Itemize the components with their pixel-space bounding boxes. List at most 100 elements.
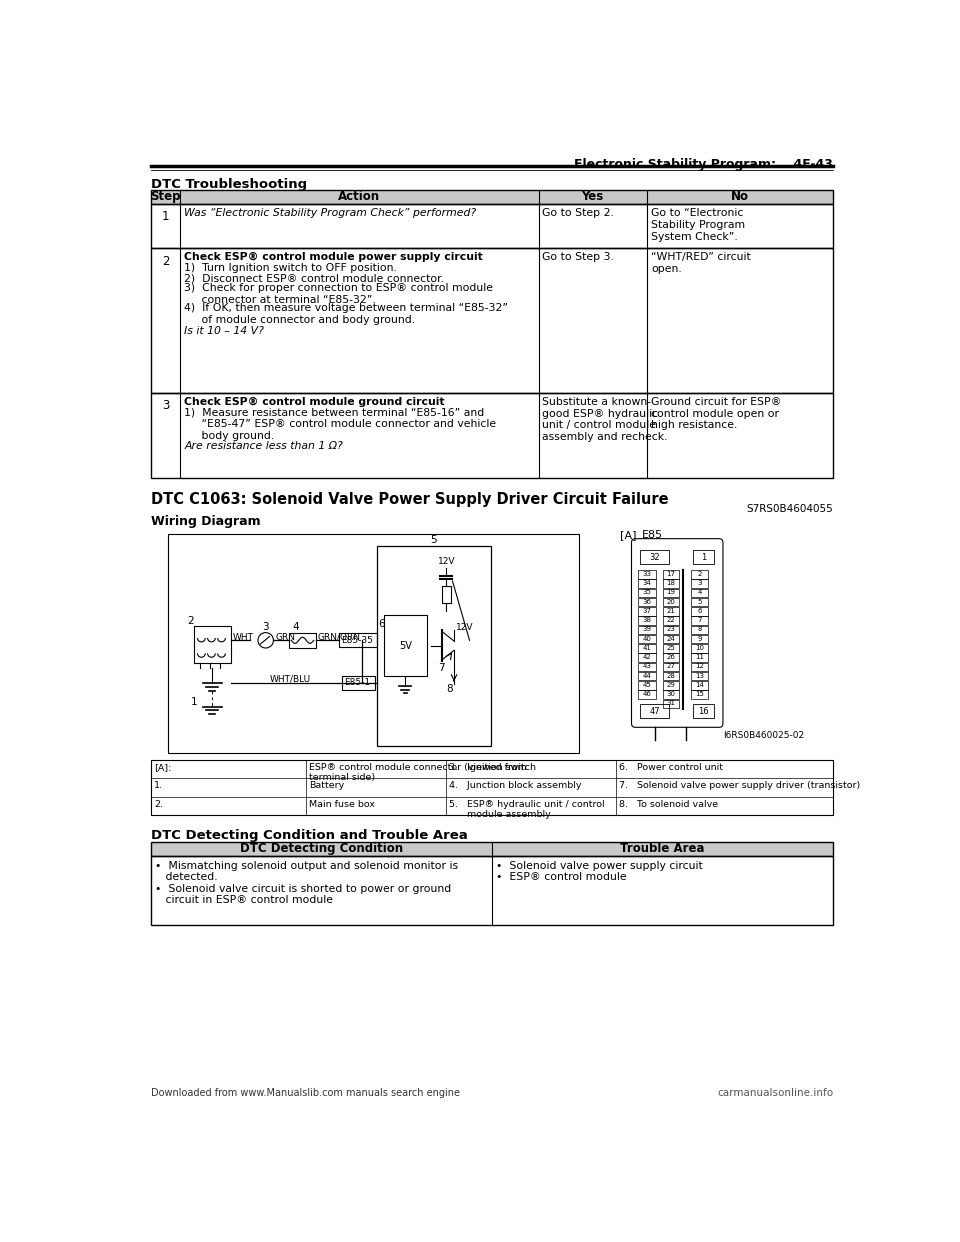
Bar bbox=[638, 589, 656, 597]
Text: carmanualsonline.info: carmanualsonline.info bbox=[717, 1088, 833, 1098]
Text: [A]:: [A]: bbox=[155, 763, 172, 771]
Bar bbox=[691, 691, 708, 699]
Bar bbox=[663, 607, 679, 616]
Text: 3: 3 bbox=[162, 399, 169, 412]
Bar bbox=[638, 616, 656, 625]
Bar bbox=[638, 672, 656, 681]
Bar bbox=[640, 550, 669, 564]
Text: •  Solenoid valve power supply circuit
•  ESP® control module: • Solenoid valve power supply circuit • … bbox=[496, 861, 703, 882]
Text: 17: 17 bbox=[666, 571, 676, 578]
Text: E85-1: E85-1 bbox=[344, 678, 371, 687]
Bar bbox=[638, 645, 656, 652]
Text: 47: 47 bbox=[649, 707, 660, 715]
Text: Go to Step 2.: Go to Step 2. bbox=[542, 209, 614, 219]
Bar bbox=[151, 204, 833, 248]
Text: Trouble Area: Trouble Area bbox=[620, 842, 705, 856]
Text: 1.: 1. bbox=[155, 781, 163, 790]
Bar bbox=[638, 580, 656, 587]
Text: Action: Action bbox=[339, 190, 380, 204]
Bar bbox=[339, 633, 376, 647]
Text: 2.: 2. bbox=[155, 800, 163, 809]
Text: 5: 5 bbox=[698, 599, 702, 605]
Text: Electronic Stability Program:    4F-43: Electronic Stability Program: 4F-43 bbox=[574, 158, 833, 171]
Bar bbox=[691, 645, 708, 652]
Text: 6: 6 bbox=[378, 619, 385, 628]
Bar bbox=[663, 589, 679, 597]
Bar bbox=[663, 645, 679, 652]
Text: 30: 30 bbox=[666, 691, 676, 697]
Text: Was “Electronic Stability Program Check” performed?: Was “Electronic Stability Program Check”… bbox=[184, 209, 476, 219]
Text: 3: 3 bbox=[698, 580, 702, 586]
Bar bbox=[663, 616, 679, 625]
Text: Main fuse box: Main fuse box bbox=[309, 800, 375, 809]
Text: 8: 8 bbox=[446, 684, 453, 694]
Text: 12: 12 bbox=[695, 663, 704, 669]
Text: 33: 33 bbox=[642, 571, 652, 578]
Text: 6: 6 bbox=[698, 609, 702, 614]
Text: 39: 39 bbox=[642, 626, 652, 632]
Bar bbox=[343, 676, 375, 689]
Text: 41: 41 bbox=[642, 645, 652, 651]
Bar bbox=[663, 635, 679, 643]
Bar bbox=[638, 635, 656, 643]
Text: 26: 26 bbox=[666, 655, 676, 661]
Bar bbox=[151, 248, 833, 394]
Bar bbox=[442, 586, 451, 604]
Text: 3: 3 bbox=[262, 622, 269, 632]
Text: 38: 38 bbox=[642, 617, 652, 623]
Text: 40: 40 bbox=[642, 636, 652, 642]
Text: 36: 36 bbox=[642, 599, 652, 605]
Text: 4.   Junction block assembly: 4. Junction block assembly bbox=[448, 781, 581, 790]
FancyBboxPatch shape bbox=[632, 539, 723, 728]
Bar bbox=[638, 681, 656, 689]
Bar bbox=[691, 635, 708, 643]
Text: 1: 1 bbox=[701, 553, 707, 561]
Text: 44: 44 bbox=[642, 673, 652, 678]
Text: Is it 10 – 14 V?: Is it 10 – 14 V? bbox=[184, 327, 264, 337]
Text: Wiring Diagram: Wiring Diagram bbox=[151, 514, 260, 528]
Bar bbox=[691, 597, 708, 606]
Text: I6RS0B460025-02: I6RS0B460025-02 bbox=[723, 732, 804, 740]
Bar bbox=[691, 589, 708, 597]
Bar bbox=[384, 615, 427, 677]
Bar bbox=[663, 580, 679, 587]
Text: 6.   Power control unit: 6. Power control unit bbox=[619, 763, 723, 771]
Bar bbox=[638, 570, 656, 579]
Text: Substitute a known-
good ESP® hydraulic
unit / control module
assembly and reche: Substitute a known- good ESP® hydraulic … bbox=[542, 397, 668, 442]
Text: 45: 45 bbox=[642, 682, 652, 688]
Text: 12V: 12V bbox=[438, 558, 455, 566]
Bar bbox=[151, 856, 833, 925]
Text: 27: 27 bbox=[666, 663, 676, 669]
Bar bbox=[376, 545, 492, 745]
Text: Ground circuit for ESP®
control module open or
high resistance.: Ground circuit for ESP® control module o… bbox=[651, 397, 781, 430]
Bar bbox=[691, 672, 708, 681]
Text: 5.   ESP® hydraulic unit / control
      module assembly: 5. ESP® hydraulic unit / control module … bbox=[448, 800, 604, 818]
Bar bbox=[638, 597, 656, 606]
Text: 8.   To solenoid valve: 8. To solenoid valve bbox=[619, 800, 718, 809]
Bar bbox=[691, 607, 708, 616]
Text: 2)  Disconnect ESP® control module connector.: 2) Disconnect ESP® control module connec… bbox=[184, 273, 444, 283]
Text: 9: 9 bbox=[698, 636, 702, 642]
Bar bbox=[663, 681, 679, 689]
Text: 43: 43 bbox=[642, 663, 652, 669]
Text: GRN: GRN bbox=[275, 632, 295, 642]
Bar bbox=[638, 691, 656, 699]
Bar bbox=[663, 570, 679, 579]
Bar bbox=[663, 663, 679, 671]
Text: S7RS0B4604055: S7RS0B4604055 bbox=[746, 504, 833, 514]
Text: 4: 4 bbox=[293, 622, 300, 632]
Bar bbox=[691, 681, 708, 689]
Text: 24: 24 bbox=[666, 636, 676, 642]
Text: 25: 25 bbox=[666, 645, 676, 651]
Text: 32: 32 bbox=[649, 553, 660, 561]
Text: E85-35: E85-35 bbox=[341, 636, 372, 645]
Text: 13: 13 bbox=[695, 673, 705, 678]
Text: 4: 4 bbox=[698, 590, 702, 595]
Text: 29: 29 bbox=[666, 682, 676, 688]
Text: •  Mismatching solenoid output and solenoid monitor is
   detected.
•  Solenoid : • Mismatching solenoid output and soleno… bbox=[155, 861, 458, 905]
Bar bbox=[693, 550, 714, 564]
Text: DTC Troubleshooting: DTC Troubleshooting bbox=[151, 178, 307, 190]
Text: 18: 18 bbox=[666, 580, 676, 586]
Bar bbox=[691, 626, 708, 635]
Text: 1: 1 bbox=[162, 210, 170, 222]
